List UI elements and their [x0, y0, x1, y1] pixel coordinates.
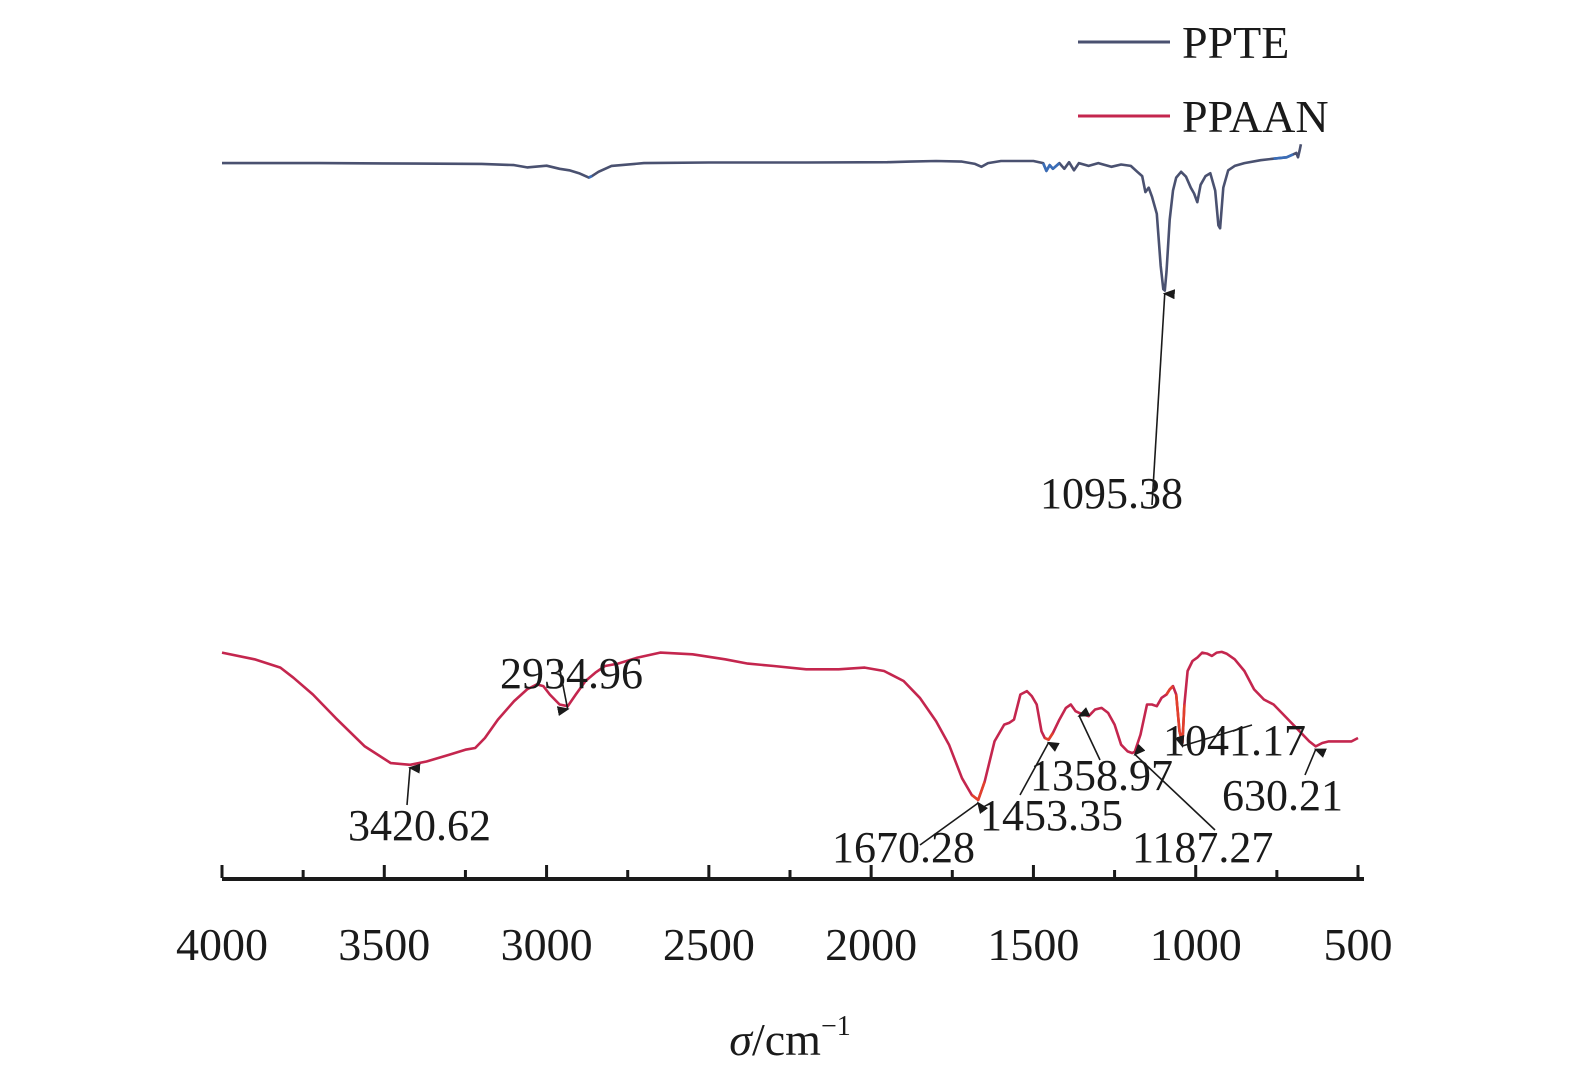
legend-label-ppaan: PPAAN	[1182, 91, 1329, 142]
annotation-label-5: 1358.97	[1030, 751, 1173, 800]
annotation-label-2: 2934.96	[500, 649, 643, 698]
annotation-label-1: 3420.62	[348, 801, 491, 850]
series-layer	[221, 143, 1359, 802]
annotation-arrow-4	[1019, 741, 1060, 796]
annotation-label-0: 1095.38	[1040, 469, 1183, 518]
series-line-ppte	[222, 143, 1303, 292]
x-tick-label-3500: 3500	[338, 919, 430, 970]
annotation-arrow-3	[919, 801, 989, 846]
x-tick-label-4000: 4000	[176, 919, 268, 970]
series-accent-ppte-0	[1041, 162, 1061, 173]
annotation-layer: 1095.38 3420.62 2934.96 1670.281453.351358.…	[348, 289, 1343, 872]
annotation-label-8: 630.21	[1222, 771, 1343, 820]
series-accent-ppaan-1	[970, 781, 986, 802]
annotation-label-4: 1453.35	[980, 791, 1123, 840]
legend: PPTE PPAAN	[1078, 17, 1329, 142]
x-tick-label-3000: 3000	[501, 919, 593, 970]
x-tick-label-2000: 2000	[825, 919, 917, 970]
series-line-ppaan	[221, 650, 1359, 802]
annotation-label-7: 1041.17	[1163, 716, 1306, 765]
annotation-arrow-6	[1133, 743, 1216, 831]
series-accent-ppte-1	[1273, 153, 1294, 160]
x-axis-title: σ/cm−1	[729, 1011, 850, 1065]
tick-layer: 4000 3500 3000 2500 2000 1500 1000 500	[176, 865, 1393, 970]
x-axis-symbol: σ	[729, 1014, 754, 1065]
x-axis-unit: /cm	[752, 1014, 821, 1065]
series-accent-ppaan-2	[1044, 732, 1054, 741]
x-tick-label-500: 500	[1324, 919, 1393, 970]
annotation-arrow-7	[1174, 724, 1253, 748]
annotation-arrow-1	[406, 763, 421, 806]
x-axis-exponent: −1	[821, 1011, 851, 1042]
x-tick-label-1500: 1500	[987, 919, 1079, 970]
series-accent-ppte-2	[588, 174, 593, 179]
x-tick-label-1000: 1000	[1150, 919, 1242, 970]
series-accent-ppaan-4	[1165, 685, 1174, 696]
x-tick-label-2500: 2500	[663, 919, 755, 970]
annotation-arrow-5	[1077, 707, 1101, 761]
legend-label-ppte: PPTE	[1182, 17, 1289, 68]
annotation-arrow-8	[1304, 748, 1327, 776]
annotation-label-6: 1187.27	[1132, 823, 1273, 872]
annotation-arrow-0	[1151, 289, 1176, 506]
annotation-arrow-2	[556, 659, 570, 717]
annotation-label-3: 1670.28	[832, 823, 975, 872]
